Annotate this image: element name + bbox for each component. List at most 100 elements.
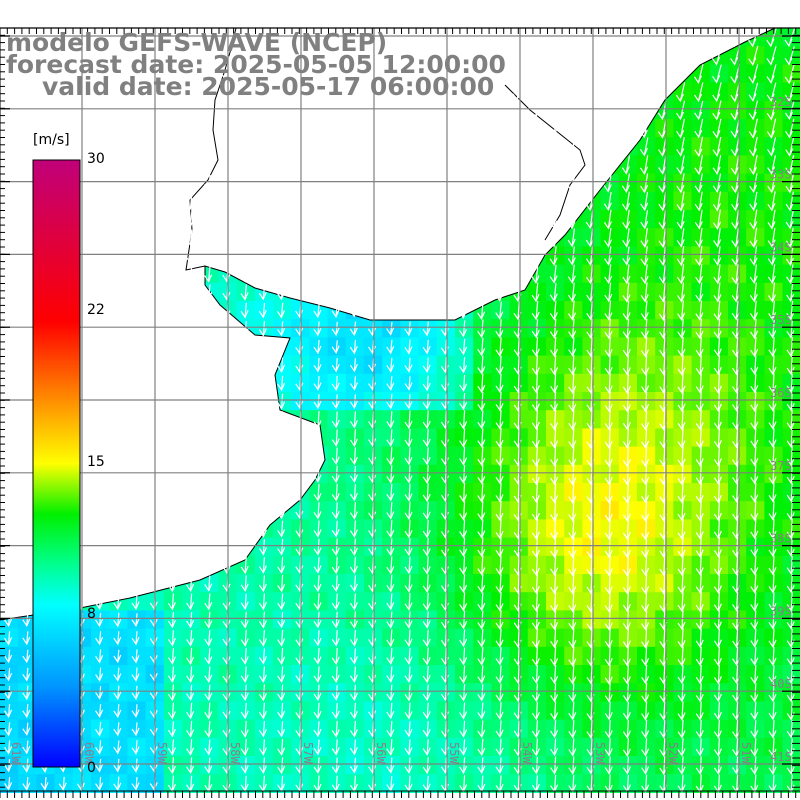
wind-arrow (240, 302, 249, 319)
wind-arrow (240, 520, 249, 538)
wind-arrow (331, 303, 340, 319)
wind-arrow (313, 358, 322, 373)
wind-arrow (694, 155, 704, 176)
wind-arrow (694, 82, 704, 103)
latitude-label: 35S (770, 313, 792, 327)
wind-arrow (476, 264, 485, 284)
wind-arrow (712, 209, 722, 230)
wind-arrow (204, 320, 213, 338)
wind-arrow (312, 156, 322, 174)
wind-arrow (4, 393, 13, 410)
wind-arrow (459, 374, 468, 393)
wind-arrow (385, 83, 394, 101)
wind-arrow (476, 83, 485, 102)
wind-arrow (422, 174, 431, 192)
wind-arrow (167, 229, 176, 247)
wind-arrow (167, 47, 176, 65)
wind-arrow (531, 300, 540, 321)
wind-arrow (676, 228, 685, 248)
wind-arrow (604, 445, 613, 468)
wind-arrow (495, 355, 504, 375)
wind-arrow (95, 502, 104, 520)
longitude-label: 54W (520, 742, 534, 764)
wind-arrow (713, 228, 722, 248)
wind-arrow (403, 29, 412, 47)
wind-arrow (131, 484, 140, 502)
wind-arrow (258, 338, 267, 356)
wind-arrow (585, 210, 594, 230)
wind-arrow (4, 411, 13, 428)
wind-arrow (550, 355, 559, 376)
wind-arrow (167, 429, 176, 447)
wind-arrow (495, 537, 504, 558)
wind-arrow (604, 264, 613, 285)
wind-arrow (58, 65, 67, 83)
wind-arrow (331, 483, 340, 502)
wind-arrow (604, 372, 613, 395)
wind-arrow (695, 300, 704, 321)
wind-arrow (422, 538, 431, 557)
wind-arrow (403, 156, 412, 174)
wind-arrow (276, 193, 285, 210)
wind-arrow (313, 376, 322, 391)
wind-arrow (695, 354, 704, 376)
wind-arrow (22, 429, 31, 447)
wind-arrow (331, 538, 340, 557)
wind-arrow (603, 100, 613, 121)
wind-arrow (40, 65, 49, 83)
wind-arrow (131, 539, 140, 556)
wind-arrow (604, 409, 613, 431)
wind-arrow (404, 465, 413, 484)
wind-arrow (712, 82, 722, 103)
wind-arrow (240, 211, 249, 229)
wind-arrow (604, 481, 613, 504)
wind-arrow (349, 321, 358, 337)
wind-arrow (349, 156, 358, 174)
wind-arrow (131, 120, 140, 138)
wind-arrow (385, 156, 394, 174)
wind-arrow (331, 375, 340, 392)
wind-arrow (204, 338, 213, 356)
wind-arrow (404, 357, 413, 373)
wind-arrow (549, 318, 558, 339)
wind-arrow (276, 229, 285, 247)
wind-arrow (204, 557, 213, 574)
wind-arrow (349, 575, 358, 593)
wind-arrow (348, 29, 357, 47)
wind-arrow (4, 174, 13, 192)
wind-arrow (258, 193, 267, 210)
wind-arrow (604, 427, 613, 450)
wind-arrow (693, 64, 704, 84)
wind-arrow (258, 284, 267, 301)
wind-arrow (567, 137, 576, 157)
wind-arrow (677, 500, 686, 522)
wind-arrow (204, 211, 213, 228)
wind-arrow (603, 64, 613, 84)
wind-arrow (94, 47, 103, 65)
wind-arrow (694, 209, 703, 230)
wind-arrow (677, 481, 686, 504)
wind-arrow (185, 229, 194, 247)
wind-arrow (622, 463, 631, 486)
wind-arrow (621, 118, 631, 139)
wind-arrow (131, 302, 140, 320)
wind-arrow (622, 445, 631, 468)
wind-arrow (113, 557, 122, 574)
wind-arrow (185, 192, 194, 211)
wind-arrow (495, 337, 504, 358)
wind-arrow (258, 393, 267, 410)
wind-arrow (531, 355, 540, 376)
wind-arrow (204, 520, 213, 538)
wind-arrow (94, 193, 104, 210)
wind-arrow (4, 29, 13, 46)
wind-arrow (313, 411, 322, 429)
wind-arrow (767, 137, 777, 157)
wind-arrow (549, 337, 559, 358)
latitude-label: 40S (770, 677, 792, 691)
wind-arrow (385, 119, 394, 138)
latitude-label: 39S (770, 604, 792, 618)
wind-arrow (330, 83, 339, 102)
wind-arrow (731, 191, 740, 212)
wind-arrow (459, 482, 468, 503)
wind-arrow (240, 375, 249, 392)
